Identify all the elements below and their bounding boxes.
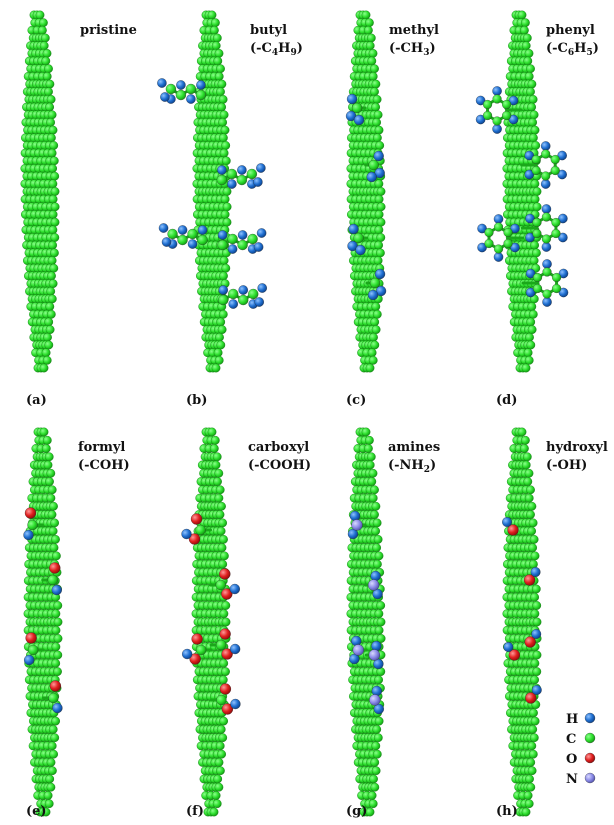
panel-letter: (c) (346, 393, 366, 408)
methyl-group-7 (364, 150, 385, 183)
butyl-group-1 (157, 78, 207, 104)
amine-group-24 (347, 510, 367, 540)
legend-swatch-n (584, 772, 596, 784)
legend-swatch-o (584, 752, 596, 764)
panel-name: pristine (80, 23, 137, 38)
panel-letter: (e) (26, 804, 47, 819)
phenyl-group-11 (520, 141, 567, 189)
legend-label: N (566, 772, 578, 787)
graphene-sheet-8 (502, 427, 542, 817)
phenyl-group-14 (521, 259, 569, 307)
hydroxyl-group-33 (525, 685, 542, 704)
graphene-sheet-2 (192, 10, 232, 373)
graphene-sheet-1 (20, 10, 60, 373)
graphene-sheet-5 (23, 427, 63, 817)
amine-group-26 (349, 635, 368, 665)
panel-formula: (-COOH) (248, 458, 311, 473)
panel-formula: (-CH3) (389, 41, 436, 58)
carboxyl-group-19 (181, 513, 213, 545)
legend-item-O: O (566, 752, 596, 767)
panel-label-6: carboxyl (-COOH) (f) (186, 440, 311, 819)
formyl-group-16 (41, 562, 62, 596)
legend-label: H (566, 712, 578, 727)
panel-name: amines (388, 440, 440, 455)
panel-label-1: pristine (a) (26, 23, 137, 408)
legend-swatch-h (584, 712, 596, 724)
panel-name: hydroxyl (546, 440, 608, 455)
panel-name: butyl (250, 23, 287, 38)
legend-item-C: C (566, 732, 596, 747)
panel-label-5: formyl (-COH) (e) (26, 440, 130, 819)
amine-group-28 (365, 685, 384, 715)
graphene-sheet-6 (191, 427, 231, 817)
panel-formula: (-C4H9) (250, 41, 303, 58)
panel-letter: (a) (26, 393, 47, 408)
methyl-group-8 (347, 223, 369, 256)
panel-name: phenyl (546, 23, 595, 38)
formyl-group-18 (41, 680, 63, 714)
carboxyl-group-20 (209, 568, 240, 600)
graphene-sheet-7 (346, 427, 386, 817)
panel-letter: (h) (496, 804, 518, 819)
carboxyl-group-23 (209, 683, 241, 715)
panel-name: methyl (389, 23, 439, 38)
carboxyl-group-22 (209, 628, 241, 660)
butyl-group-2 (216, 163, 266, 189)
butyl-group-5 (218, 283, 267, 309)
panel-formula: (-C6H5) (546, 41, 599, 58)
legend-item-N: N (566, 772, 596, 787)
hydroxyl-group-31 (524, 629, 542, 648)
butyl-group-4 (217, 228, 267, 254)
phenyl-group-10 (475, 86, 523, 134)
phenyl-group-13 (477, 214, 525, 262)
panel-letter: (d) (496, 393, 517, 408)
legend-swatch-c (584, 732, 596, 744)
panel-letter: (b) (186, 393, 207, 408)
panel-name: carboxyl (248, 440, 309, 455)
panel-label-3: methyl (-CH3) (c) (346, 23, 439, 408)
phenyl-group-12 (520, 204, 568, 252)
methyl-group-6 (345, 93, 367, 126)
amine-group-27 (364, 640, 384, 670)
formyl-group-17 (23, 632, 45, 666)
panel-name: formyl (78, 440, 125, 455)
panel-letter: (f) (186, 804, 204, 819)
amine-group-25 (364, 570, 383, 600)
legend-label: O (566, 752, 577, 767)
graphene-sheet-3 (346, 10, 386, 373)
butyl-group-3 (158, 223, 208, 249)
legend-item-H: H (566, 712, 596, 727)
hydroxyl-group-32 (503, 642, 520, 661)
panel-label-2: butyl (-C4H9) (b) (186, 23, 303, 408)
hydroxyl-group-29 (502, 517, 519, 536)
hydroxyl-group-30 (523, 567, 541, 586)
panel-formula: (-OH) (546, 458, 587, 473)
methyl-group-9 (365, 268, 387, 301)
panel-letter: (g) (346, 804, 367, 819)
panel-label-4: phenyl (-C6H5) (d) (496, 23, 599, 408)
panel-label-8: hydroxyl (-OH) (h) (496, 440, 608, 819)
panel-label-7: amines (-NH2) (g) (346, 440, 440, 819)
panel-formula: (-COH) (78, 458, 130, 473)
formyl-group-15 (23, 507, 44, 541)
carboxyl-group-21 (181, 633, 213, 665)
panel-formula: (-NH2) (388, 458, 436, 475)
graphene-sheet-4 (502, 10, 542, 373)
legend-label: C (566, 732, 576, 747)
